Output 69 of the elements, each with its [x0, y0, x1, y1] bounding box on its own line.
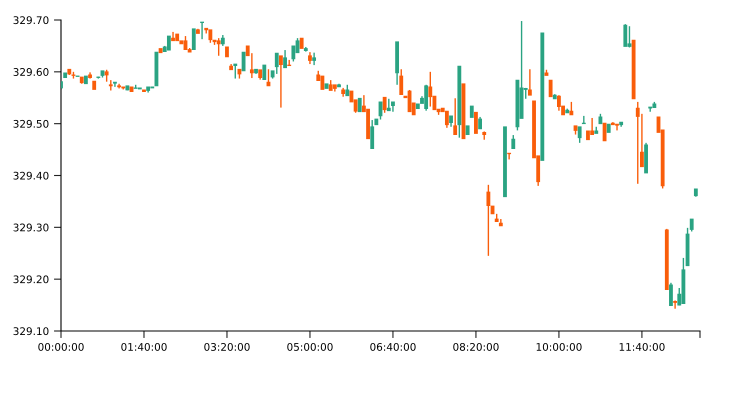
candlestick [428, 71, 432, 108]
candlestick [391, 101, 395, 112]
x-tick-label: 08:20:00 [453, 342, 499, 351]
candlestick [528, 68, 532, 96]
candlestick [628, 26, 632, 48]
candlestick [370, 119, 374, 150]
candlestick [598, 113, 602, 124]
candlestick [192, 28, 196, 50]
candlestick [358, 98, 362, 112]
candlestick [669, 282, 673, 306]
candlestick [312, 52, 316, 66]
candlestick [328, 79, 333, 92]
x-tick-label: 06:40:00 [370, 342, 416, 351]
candlestick [242, 52, 246, 72]
candlestick [548, 80, 553, 98]
candlestick [300, 38, 304, 49]
candlestick [220, 34, 225, 47]
candlestick [557, 94, 561, 112]
candlestick [453, 98, 458, 136]
candlestick [345, 84, 350, 96]
candlestick [258, 69, 262, 80]
x-tick-label: 10:00:00 [536, 342, 582, 351]
x-tick-label: 00:00:00 [38, 342, 84, 351]
candlestick [569, 101, 574, 116]
candlestick [486, 184, 490, 257]
y-tick-label: 329.30 [14, 224, 49, 232]
candlestick [424, 84, 428, 112]
candlestick [283, 49, 287, 68]
y-tick-label: 329.60 [14, 68, 49, 76]
candlestick [262, 64, 266, 80]
y-tick-label: 329.50 [14, 120, 49, 128]
candlestick [578, 126, 582, 144]
y-tick-label: 329.10 [14, 327, 49, 336]
candlestick [602, 122, 606, 142]
candlestick [474, 112, 478, 134]
candlestick [266, 68, 270, 87]
candlestick [399, 68, 404, 96]
candlestick [184, 35, 188, 50]
y-tick-label: 329.20 [14, 275, 49, 284]
candlestick [308, 51, 312, 65]
candlestick [382, 96, 387, 114]
candlestick [408, 89, 412, 112]
x-tick-label: 01:40:00 [121, 342, 167, 351]
candlestick [623, 23, 628, 48]
candlestick [279, 55, 283, 108]
candlestick [470, 106, 474, 118]
x-tick-label: 03:20:00 [204, 342, 250, 351]
candlestick [449, 115, 453, 128]
x-tick-label: 11:40:00 [620, 342, 665, 351]
candlestick [233, 63, 238, 80]
candlestick [386, 98, 391, 112]
candlestick [238, 68, 242, 80]
candlestick [208, 29, 212, 44]
candlestick [478, 116, 482, 130]
candlestick [320, 76, 324, 90]
y-tick-label: 329.70 [14, 16, 49, 24]
candlestick [274, 52, 279, 75]
y-tick-label: 329.40 [14, 172, 49, 180]
candlestick [636, 101, 640, 184]
candlestick [690, 218, 694, 232]
candlestick [582, 115, 586, 124]
candlestick [225, 46, 229, 58]
x-tick-label: 05:00:00 [287, 342, 333, 351]
candlestick [511, 134, 516, 150]
candlestick [200, 21, 204, 40]
candlestick [166, 35, 171, 52]
candlestick [104, 69, 109, 82]
candlestick [444, 110, 449, 129]
candlestick [216, 37, 221, 56]
